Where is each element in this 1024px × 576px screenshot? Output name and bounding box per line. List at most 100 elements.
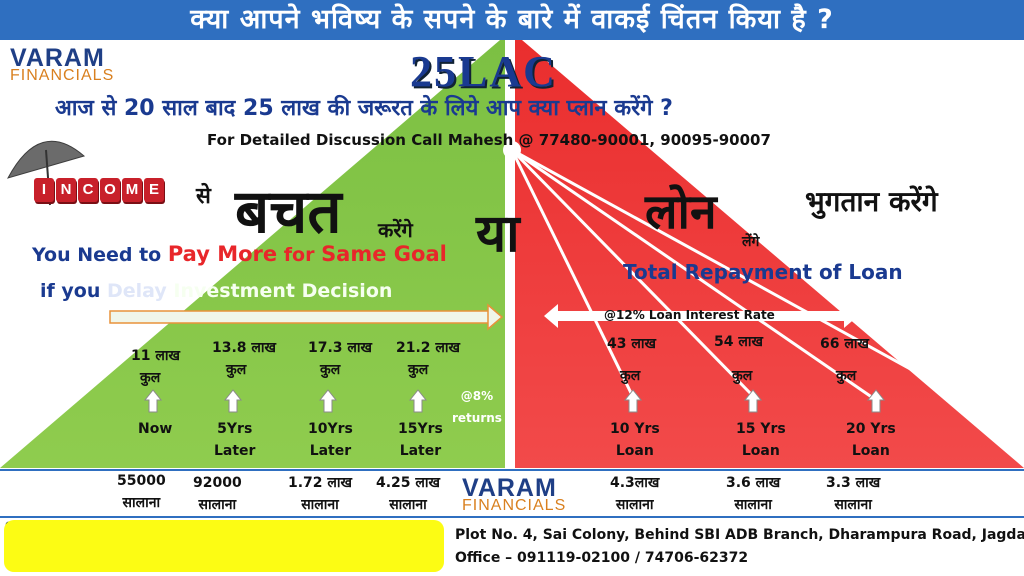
left-amount: 11 लाख bbox=[131, 348, 180, 364]
bhugtan-heading: भुगतान करेंगे bbox=[805, 185, 938, 218]
returns-line2: returns bbox=[452, 411, 502, 425]
up-arrow-icon bbox=[318, 389, 338, 413]
yearly-amount: 3.3 लाख bbox=[826, 475, 881, 491]
yearly-value: 4.3लाख सालाना bbox=[610, 472, 659, 516]
right-amount: 43 लाख bbox=[607, 336, 656, 352]
yearly-label: सालाना bbox=[301, 497, 339, 513]
right-kul: कुल bbox=[836, 368, 857, 384]
left-amount: 21.2 लाख bbox=[396, 340, 460, 356]
pay-more-highlight: Same Goal bbox=[321, 242, 447, 266]
up-arrow-icon bbox=[143, 389, 163, 413]
up-arrow-icon bbox=[743, 389, 763, 413]
loan-rate-label: @12% Loan Interest Rate bbox=[604, 308, 775, 322]
yearly-value: 3.3 लाख सालाना bbox=[826, 472, 880, 516]
yearly-amount: 4.25 लाख bbox=[376, 475, 440, 491]
se-text: से bbox=[196, 184, 211, 209]
left-time-line1: Now bbox=[138, 421, 173, 437]
left-time-line2: Later bbox=[399, 443, 442, 459]
income-letter: C bbox=[78, 178, 98, 202]
right-time-line2: Loan bbox=[615, 443, 654, 459]
bachat-heading: बचत bbox=[235, 177, 342, 247]
yearly-value: 1.72 लाख सालाना bbox=[288, 472, 352, 516]
logo-financials-text: FINANCIALS bbox=[10, 67, 115, 84]
left-time: 5Yrs Later bbox=[214, 418, 255, 462]
lenge-text: लेंगे bbox=[742, 234, 760, 250]
left-time: 15Yrs Later bbox=[398, 418, 443, 462]
up-arrow-icon bbox=[408, 389, 428, 413]
right-time: 15 Yrs Loan bbox=[736, 418, 786, 462]
contact-line: For Detailed Discussion Call Mahesh @ 77… bbox=[207, 131, 771, 149]
yearly-amount: 55000 bbox=[117, 473, 166, 489]
left-kul: कुल bbox=[320, 362, 341, 378]
left-kul: कुल bbox=[408, 362, 429, 378]
up-arrow-icon bbox=[866, 389, 886, 413]
up-arrow-icon bbox=[623, 389, 643, 413]
delay-arrow-icon bbox=[109, 303, 504, 331]
top-banner bbox=[0, 0, 1024, 40]
pay-more-part: for bbox=[277, 244, 322, 266]
logo-varam-text: VARAM bbox=[462, 474, 557, 502]
yearly-label: सालाना bbox=[615, 497, 654, 513]
rate-double-arrow-icon bbox=[544, 304, 858, 328]
loan-heading: लोन bbox=[645, 184, 717, 240]
logo-varam-text: VARAM bbox=[10, 44, 105, 72]
right-time-line2: Loan bbox=[741, 443, 780, 459]
right-kul: कुल bbox=[620, 368, 641, 384]
yearly-label: सालाना bbox=[734, 497, 772, 513]
yearly-amount: 3.6 लाख bbox=[726, 475, 781, 491]
pay-more-highlight: Pay More bbox=[167, 242, 278, 266]
yearly-label: सालाना bbox=[198, 497, 237, 513]
office-phone-line: Office – 091119-02100 / 74706-62372 bbox=[455, 550, 749, 566]
right-time-line1: 10 Yrs bbox=[610, 421, 660, 437]
delay-line: if you Delay Investment Decision bbox=[40, 280, 392, 302]
left-time-line1: 5Yrs bbox=[217, 421, 253, 437]
yearly-value: 55000 सालाना bbox=[117, 470, 166, 514]
yearly-value: 4.25 लाख सालाना bbox=[376, 472, 440, 516]
left-amount: 17.3 लाख bbox=[308, 340, 372, 356]
pay-more-part: You Need to bbox=[32, 244, 168, 266]
up-arrows bbox=[143, 389, 886, 413]
top-banner-title: क्या आपने भविष्य के सपने के बारे में वाक… bbox=[190, 4, 834, 35]
delay-highlight: Delay bbox=[106, 280, 167, 302]
karenge-text: करेंगे bbox=[378, 218, 413, 242]
income-letter: I bbox=[34, 178, 54, 202]
yearly-label: सालाना bbox=[122, 495, 161, 511]
right-amount: 66 लाख bbox=[820, 336, 869, 352]
left-time-line1: 15Yrs bbox=[398, 421, 443, 437]
yearly-amount: 4.3लाख bbox=[610, 475, 660, 491]
left-kul: कुल bbox=[226, 362, 247, 378]
delay-part: if you bbox=[40, 280, 107, 302]
right-time: 20 Yrs Loan bbox=[846, 418, 896, 462]
up-arrow-icon bbox=[223, 389, 243, 413]
logo-top: VARAM FINANCIALS bbox=[10, 44, 114, 85]
fan-lines bbox=[510, 148, 986, 412]
headline-question: आज से 20 साल बाद 25 लाख की जरूरत के लिये… bbox=[55, 96, 673, 121]
left-time: 10Yrs Later bbox=[308, 418, 353, 462]
left-amount: 13.8 लाख bbox=[212, 340, 276, 356]
total-repayment-heading: Total Repayment of Loan bbox=[623, 260, 903, 284]
logo-bottom: VARAM FINANCIALS bbox=[462, 474, 566, 515]
income-letter: M bbox=[122, 178, 142, 202]
yearly-value: 3.6 लाख सालाना bbox=[726, 472, 780, 516]
center-divider bbox=[505, 40, 515, 470]
address-line: Plot No. 4, Sai Colony, Behind SBI ADB B… bbox=[455, 527, 1024, 543]
green-triangle bbox=[0, 40, 507, 468]
income-letter: E bbox=[144, 178, 164, 202]
headline-amount: 25LAC bbox=[410, 47, 557, 96]
yearly-amount: 92000 bbox=[193, 475, 242, 491]
right-amount: 54 लाख bbox=[714, 334, 763, 350]
yearly-amount: 1.72 लाख bbox=[288, 475, 352, 491]
yearly-label: सालाना bbox=[389, 497, 427, 513]
bottom-strip bbox=[0, 468, 1024, 516]
left-time-line2: Later bbox=[309, 443, 352, 459]
pay-more-line: You Need to Pay More for Same Goal bbox=[32, 242, 447, 266]
yellow-box bbox=[4, 520, 444, 572]
right-kul: कुल bbox=[732, 368, 753, 384]
right-time-line2: Loan bbox=[851, 443, 890, 459]
yearly-label: सालाना bbox=[834, 497, 872, 513]
returns-line1: @8% bbox=[460, 389, 494, 403]
income-letter: O bbox=[100, 178, 120, 202]
left-time-line2: Later bbox=[214, 443, 256, 459]
